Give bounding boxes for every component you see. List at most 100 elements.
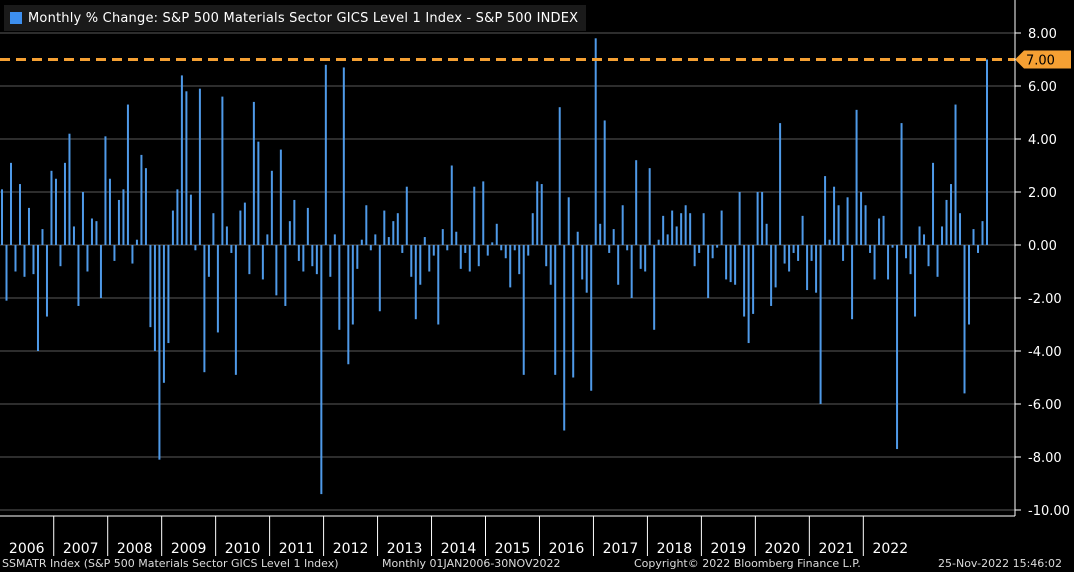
bar bbox=[405, 186, 408, 245]
bar bbox=[392, 221, 395, 245]
bar bbox=[252, 101, 255, 246]
bar bbox=[936, 245, 939, 277]
bar bbox=[725, 245, 728, 280]
bar bbox=[716, 245, 719, 248]
y-tick-label: 6.00 bbox=[1028, 80, 1057, 95]
legend-swatch bbox=[10, 12, 22, 24]
bar bbox=[23, 245, 26, 277]
bar bbox=[770, 245, 773, 306]
bar bbox=[144, 168, 147, 245]
bar bbox=[581, 245, 584, 280]
bar bbox=[500, 245, 503, 251]
bar bbox=[113, 245, 116, 261]
bar bbox=[221, 96, 224, 245]
bar bbox=[572, 245, 575, 378]
bar bbox=[257, 141, 260, 245]
bar bbox=[518, 245, 521, 275]
bar bbox=[761, 192, 764, 245]
bar bbox=[9, 162, 12, 245]
bar bbox=[639, 245, 642, 269]
x-tick-label: 2019 bbox=[711, 541, 747, 557]
bar bbox=[72, 226, 75, 245]
x-tick-label: 2014 bbox=[441, 541, 477, 557]
x-tick-label: 2008 bbox=[117, 541, 153, 557]
bar bbox=[738, 192, 741, 245]
footer-copyright: Copyright© 2022 Bloomberg Finance L.P. bbox=[634, 557, 861, 570]
x-tick-label: 2013 bbox=[387, 541, 423, 557]
bar bbox=[194, 245, 197, 251]
bar bbox=[963, 245, 966, 394]
bar bbox=[603, 120, 606, 245]
bar bbox=[563, 245, 566, 431]
reference-line-label: 7.00 bbox=[1026, 54, 1055, 69]
bar bbox=[882, 215, 885, 245]
bar bbox=[968, 245, 971, 325]
y-tick-label: 4.00 bbox=[1028, 133, 1057, 148]
bar bbox=[126, 104, 129, 245]
legend-label: Monthly % Change: S&P 500 Materials Sect… bbox=[28, 10, 579, 26]
bar bbox=[527, 245, 530, 256]
bar bbox=[891, 245, 894, 248]
bar bbox=[315, 245, 318, 275]
bar bbox=[680, 213, 683, 245]
bar bbox=[599, 223, 602, 245]
x-tick-label: 2010 bbox=[225, 541, 261, 557]
bar bbox=[261, 245, 264, 280]
bar bbox=[477, 245, 480, 267]
bar bbox=[203, 245, 206, 373]
bar bbox=[815, 245, 818, 293]
bar bbox=[819, 245, 822, 404]
x-tick-label: 2016 bbox=[549, 541, 585, 557]
bar bbox=[59, 245, 62, 267]
bar bbox=[720, 210, 723, 245]
x-tick-label: 2009 bbox=[171, 541, 207, 557]
x-tick-label: 2012 bbox=[333, 541, 369, 557]
bar bbox=[450, 165, 453, 245]
bar bbox=[464, 245, 467, 253]
bar bbox=[743, 245, 746, 317]
bar bbox=[878, 218, 881, 245]
bar bbox=[117, 199, 120, 245]
bar bbox=[279, 149, 282, 245]
bar bbox=[320, 245, 323, 495]
bar bbox=[185, 91, 188, 245]
bar bbox=[540, 184, 543, 245]
bar bbox=[536, 181, 539, 245]
bar bbox=[77, 245, 80, 306]
bar bbox=[99, 245, 102, 298]
bar bbox=[522, 245, 525, 375]
bar bbox=[864, 205, 867, 245]
bar bbox=[765, 223, 768, 245]
bar bbox=[576, 231, 579, 245]
bar bbox=[176, 189, 179, 245]
bar bbox=[180, 75, 183, 246]
bar bbox=[869, 245, 872, 253]
bar bbox=[360, 239, 363, 245]
bar bbox=[972, 229, 975, 245]
bar bbox=[441, 229, 444, 245]
bar bbox=[860, 192, 863, 245]
y-tick-label: 8.00 bbox=[1028, 27, 1057, 42]
bar bbox=[158, 245, 161, 460]
bar bbox=[446, 245, 449, 251]
bar bbox=[104, 136, 107, 245]
bar bbox=[774, 245, 777, 288]
bar bbox=[54, 178, 57, 245]
bar bbox=[275, 245, 278, 296]
y-tick-label: 2.00 bbox=[1028, 186, 1057, 201]
bar bbox=[369, 245, 372, 251]
bar bbox=[621, 205, 624, 245]
bar bbox=[666, 234, 669, 245]
bar bbox=[216, 245, 219, 333]
bar bbox=[423, 237, 426, 245]
bar bbox=[207, 245, 210, 277]
bar bbox=[135, 239, 138, 245]
bar bbox=[311, 245, 314, 267]
bar bbox=[81, 192, 84, 245]
x-tick-label: 2021 bbox=[819, 541, 855, 557]
bar bbox=[491, 242, 494, 245]
bar bbox=[887, 245, 890, 280]
y-tick-label: -2.00 bbox=[1028, 292, 1062, 307]
bar bbox=[50, 170, 53, 245]
bar bbox=[306, 207, 309, 245]
